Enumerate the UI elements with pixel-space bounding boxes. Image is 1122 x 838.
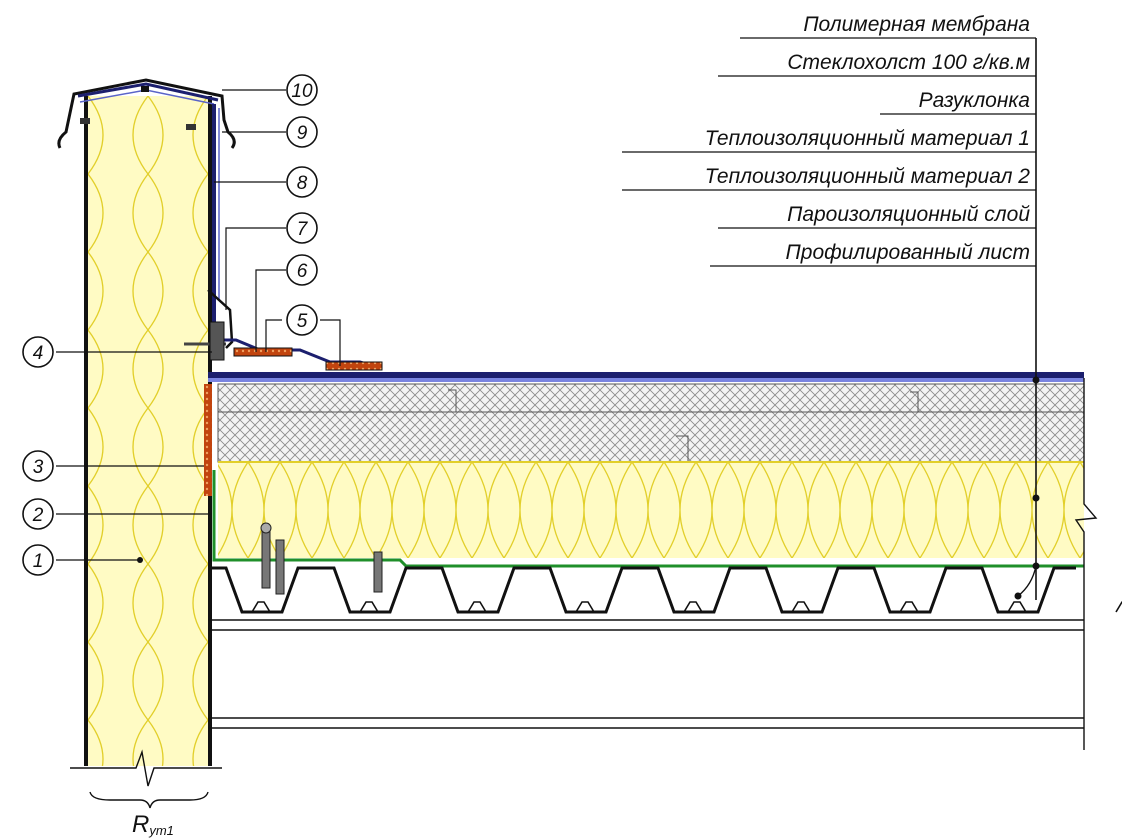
deck-rib <box>251 601 271 613</box>
callout-8: 8 <box>286 166 318 198</box>
parapet-cap-flashing <box>57 78 236 149</box>
layer-legend: Полимерная мембрана Стеклохолст 100 г/кв… <box>622 13 1040 600</box>
fasteners <box>260 522 383 595</box>
wall-label-main: R <box>132 811 149 838</box>
callout-6: 6 <box>286 254 318 286</box>
deck-rib <box>899 601 919 613</box>
callout-10: 10 <box>286 74 318 106</box>
deck-rib <box>791 601 811 613</box>
callout-8-number: 8 <box>297 173 308 194</box>
deck-rib <box>467 601 487 613</box>
callouts: 10 9 8 7 6 5 4 3 2 1 <box>22 74 341 576</box>
callout-5: 5 <box>286 304 318 336</box>
deck-rib <box>575 601 595 613</box>
layer-label-vapor-barrier: Пароизоляционный слой <box>787 203 1030 226</box>
profiled-deck-sheet <box>212 566 1076 614</box>
callout-4-number: 4 <box>33 343 44 364</box>
profiled-deck <box>208 566 1084 729</box>
deck-rib <box>1115 601 1122 613</box>
deck-rib <box>1007 601 1027 613</box>
layer-label-slope: Разуклонка <box>919 89 1030 112</box>
callout-9-number: 9 <box>297 123 308 144</box>
callout-1-number: 1 <box>33 551 44 572</box>
callout-9: 9 <box>286 116 318 148</box>
callout-2: 2 <box>22 498 54 530</box>
callout-3: 3 <box>22 450 54 482</box>
callout-4: 4 <box>22 336 54 368</box>
callout-7: 7 <box>286 212 318 244</box>
layer-label-membrane: Полимерная мембрана <box>803 13 1030 36</box>
callout-2-number: 2 <box>32 505 44 526</box>
layer-label-fiberglass: Стеклохолст 100 г/кв.м <box>787 51 1030 74</box>
layer-label-insulation-1: Теплоизоляционный материал 1 <box>705 127 1030 150</box>
roof-build-up <box>204 372 1098 750</box>
callout-3-number: 3 <box>33 457 44 478</box>
callout-1: 1 <box>22 544 54 576</box>
membrane-upturn <box>184 104 383 371</box>
layer-label-profiled-sheet: Профилированный лист <box>786 241 1030 264</box>
callout-7-number: 7 <box>297 219 309 240</box>
wall-label-sub: ут1 <box>148 823 174 838</box>
callout-10-number: 10 <box>291 81 313 102</box>
layer-label-insulation-2: Теплоизоляционный материал 2 <box>705 165 1031 188</box>
deck-rib <box>359 601 379 613</box>
deck-rib <box>683 601 703 613</box>
parapet-wall <box>70 96 222 809</box>
wall-resistance-label: Rут1 <box>132 811 174 838</box>
callout-5-number: 5 <box>297 311 308 332</box>
callout-6-number: 6 <box>297 261 308 282</box>
